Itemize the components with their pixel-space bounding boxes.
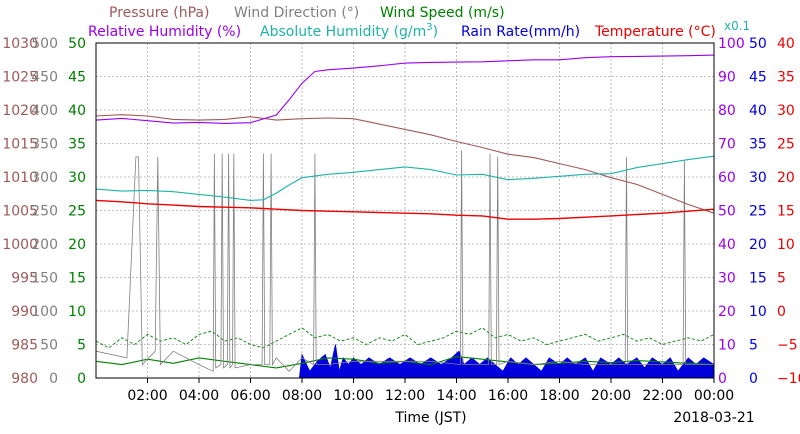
y-tick-label-wind-direction: 500 [31, 36, 58, 52]
y-tick-label-temperature: 35 [777, 70, 795, 86]
y-tick-label-relative-humidity: 80 [718, 103, 736, 119]
y-tick-label-rain-rate: 20 [749, 237, 767, 253]
y-tick-label-relative-humidity: 50 [718, 204, 736, 220]
y-tick-label-wind-direction: 250 [31, 204, 58, 220]
y-tick-label-temperature: 40 [777, 36, 795, 52]
y-tick-label-pressure: 995 [11, 271, 38, 287]
y-tick-label-rain-rate: 10 [749, 304, 767, 320]
date-label: 2018-03-21 [673, 410, 754, 426]
y-tick-label-relative-humidity: 70 [718, 137, 736, 153]
y-tick-label-relative-humidity: 0 [718, 371, 727, 387]
series-wind-direction [95, 150, 714, 372]
legend-absolute-humidity: Absolute Humidity (g/m3) [260, 22, 438, 40]
y-tick-label-relative-humidity: 30 [718, 271, 736, 287]
y-tick-label-temperature: −5 [777, 338, 798, 354]
y-tick-label-temperature: 30 [777, 103, 795, 119]
y-tick-label-rain-rate: 25 [749, 204, 767, 220]
y-tick-label-wind-direction: 300 [31, 170, 58, 186]
y-tick-label-pressure: 1005 [2, 204, 38, 220]
y-tick-label-rain-rate: 0 [749, 371, 758, 387]
y-tick-label-temperature: 15 [777, 204, 795, 220]
series-layer [95, 54, 715, 379]
y-tick-label-pressure: 985 [11, 338, 38, 354]
legend-wind-direction: Wind Direction (°) [234, 5, 359, 21]
y-tick-label-temperature: 20 [777, 170, 795, 186]
y-tick-label-rain-rate: 5 [749, 338, 758, 354]
y-tick-label-wind-direction: 0 [49, 371, 58, 387]
y-tick-label-wind-direction: 50 [40, 338, 58, 354]
y-tick-label-pressure: 1000 [2, 237, 38, 253]
legend-temperature: Temperature (°C) [594, 24, 716, 40]
y-tick-label-wind-speed: 25 [68, 204, 86, 220]
x-tick-label: 20:00 [591, 388, 631, 404]
y-tick-label-pressure: 990 [11, 304, 38, 320]
y-tick-label-wind-speed: 40 [68, 103, 86, 119]
y-tick-label-relative-humidity: 90 [718, 70, 736, 86]
series-absolute-humidity-g-m3 [95, 155, 715, 201]
y-tick-label-rain-rate: 50 [749, 36, 767, 52]
legend-relative-humidity: Relative Humidity (%) [88, 24, 241, 40]
y-tick-label-wind-speed: 0 [77, 371, 86, 387]
y-tick-label-relative-humidity: 20 [718, 304, 736, 320]
x-tick-label: 06:00 [230, 388, 270, 404]
y-tick-label-temperature: 0 [777, 304, 786, 320]
y-tick-label-pressure: 1020 [2, 103, 38, 119]
x-tick-label: 10:00 [333, 388, 373, 404]
x-tick-label: 00:00 [694, 388, 734, 404]
y-tick-label-relative-humidity: 10 [718, 338, 736, 354]
y-tick-label-wind-speed: 45 [68, 70, 86, 86]
y-tick-label-pressure: 1030 [2, 36, 38, 52]
series-wind-speed-gust [95, 327, 715, 349]
x-tick-label: 02:00 [127, 388, 167, 404]
y-tick-label-wind-direction: 150 [31, 271, 58, 287]
grid [96, 43, 714, 378]
series-temperature-c [95, 199, 715, 220]
x-tick-label: 22:00 [642, 388, 682, 404]
x-axis-label: Time (JST) [394, 410, 466, 426]
y-tick-label-rain-rate: 45 [749, 70, 767, 86]
series-relative-humidity [95, 54, 715, 124]
y-tick-label-wind-direction: 100 [31, 304, 58, 320]
y-tick-label-rain-rate: 35 [749, 137, 767, 153]
y-tick-label-wind-direction: 350 [31, 137, 58, 153]
y-tick-label-relative-humidity: 40 [718, 237, 736, 253]
y-tick-label-rain-rate: 30 [749, 170, 767, 186]
y-tick-label-relative-humidity: 100 [718, 36, 745, 52]
y-tick-label-temperature: −10 [777, 371, 800, 387]
y-tick-label-wind-speed: 5 [77, 338, 86, 354]
y-tick-label-wind-speed: 10 [68, 304, 86, 320]
y-tick-label-wind-speed: 20 [68, 237, 86, 253]
y-tick-label-temperature: 25 [777, 137, 795, 153]
y-tick-label-pressure: 1015 [2, 137, 38, 153]
y-tick-label-wind-direction: 400 [31, 103, 58, 119]
y-tick-label-wind-direction: 200 [31, 237, 58, 253]
x-tick-label: 18:00 [539, 388, 579, 404]
y-tick-label-wind-speed: 50 [68, 36, 86, 52]
y-tick-label-pressure: 1025 [2, 70, 38, 86]
legend-pressure: Pressure (hPa) [109, 5, 209, 21]
y-tick-label-temperature: 10 [777, 237, 795, 253]
x-tick-label: 16:00 [488, 388, 528, 404]
legend-rain-rate: Rain Rate(mm/h) [461, 24, 580, 40]
x-tick-label: 04:00 [179, 388, 219, 404]
x-tick-label: 08:00 [282, 388, 322, 404]
y-tick-label-pressure: 1010 [2, 170, 38, 186]
y-tick-label-wind-speed: 15 [68, 271, 86, 287]
y-tick-label-pressure: 980 [11, 371, 38, 387]
x-axis-ticks: 02:00 04:00 06:00 08:00 10:00 12:00 14:00 16:00… [127, 378, 734, 404]
series-pressure-hpa [95, 114, 715, 214]
legend-scale-note: x0.1 [724, 19, 750, 33]
y-tick-label-wind-speed: 35 [68, 137, 86, 153]
x-tick-label: 14:00 [436, 388, 476, 404]
x-tick-label: 12:00 [385, 388, 425, 404]
y-tick-label-relative-humidity: 60 [718, 170, 736, 186]
y-tick-label-wind-speed: 30 [68, 170, 86, 186]
y-tick-label-rain-rate: 15 [749, 271, 767, 287]
y-tick-label-temperature: 5 [777, 271, 786, 287]
y-tick-label-wind-direction: 450 [31, 70, 58, 86]
legend-wind-speed: Wind Speed (m/s) [380, 5, 505, 21]
y-axis-ticks: 1030102510201015101010051000995990985980… [2, 36, 800, 387]
y-tick-label-rain-rate: 40 [749, 103, 767, 119]
